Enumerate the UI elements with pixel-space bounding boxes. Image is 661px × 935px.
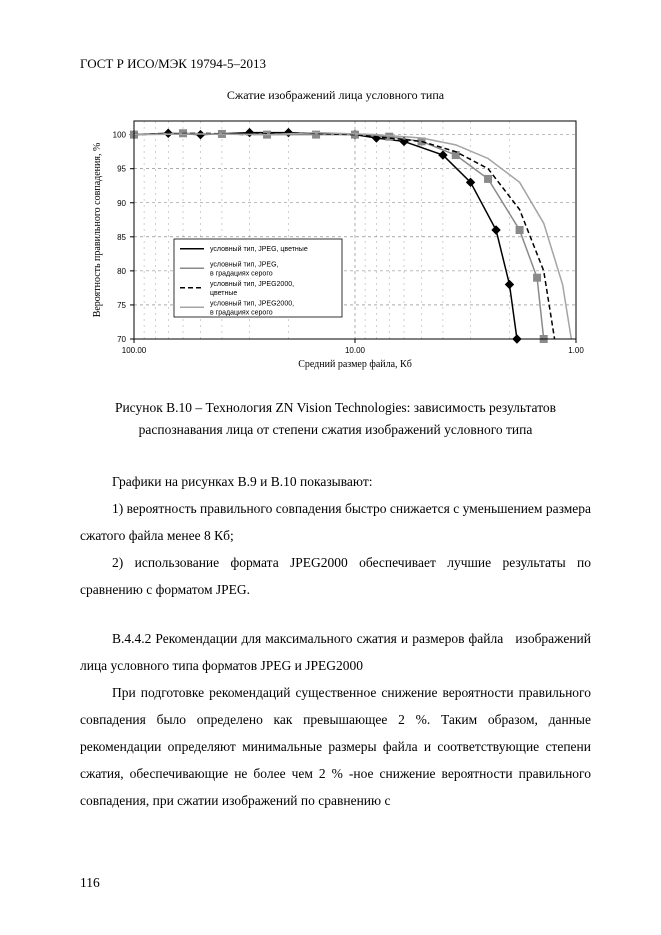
svg-text:10.00: 10.00 bbox=[344, 346, 365, 355]
svg-text:условный тип, JPEG,: условный тип, JPEG, bbox=[210, 260, 279, 268]
svg-text:Вероятность правильного совпад: Вероятность правильного совпадения, % bbox=[92, 143, 103, 318]
svg-text:условный тип, JPEG, цветные: условный тип, JPEG, цветные bbox=[210, 245, 308, 253]
para-1: Графики на рисунках В.9 и В.10 показываю… bbox=[80, 468, 591, 495]
svg-text:100.00: 100.00 bbox=[121, 346, 146, 355]
svg-text:75: 75 bbox=[117, 301, 126, 310]
figure-b10: Сжатие изображений лица условного типа 7… bbox=[86, 88, 586, 379]
para-5: При подготовке рекомендаций существенное… bbox=[80, 679, 591, 814]
svg-text:в градациях серого: в градациях серого bbox=[210, 270, 273, 277]
para-2: 1) вероятность правильного совпадения бы… bbox=[80, 495, 591, 549]
chart-title: Сжатие изображений лица условного типа bbox=[86, 88, 586, 103]
chart-svg: 70 75 80 85 90 95 100 100.00 10.00 1.00 Средний ра… bbox=[86, 109, 586, 379]
figure-caption: Рисунок В.10 – Технология ZN Vision Tech… bbox=[80, 397, 591, 440]
svg-text:70: 70 bbox=[117, 335, 126, 344]
svg-text:85: 85 bbox=[117, 233, 126, 242]
svg-text:1.00: 1.00 bbox=[568, 346, 584, 355]
para-4: В.4.4.2 Рекомендации для максимального с… bbox=[80, 625, 591, 679]
body-text: Графики на рисунках В.9 и В.10 показываю… bbox=[80, 468, 591, 814]
page-number: 116 bbox=[80, 875, 100, 891]
svg-text:80: 80 bbox=[117, 267, 126, 276]
para-3: 2) использование формата JPEG2000 обеспе… bbox=[80, 549, 591, 603]
svg-text:Средний размер файла, Кб: Средний размер файла, Кб bbox=[298, 359, 412, 370]
svg-text:100: 100 bbox=[112, 131, 126, 140]
svg-text:цветные: цветные bbox=[210, 290, 237, 297]
svg-text:90: 90 bbox=[117, 199, 126, 208]
document-header: ГОСТ Р ИСО/МЭК 19794-5–2013 bbox=[80, 56, 591, 72]
svg-text:условный тип, JPEG2000,: условный тип, JPEG2000, bbox=[210, 280, 294, 288]
svg-text:95: 95 bbox=[117, 165, 126, 174]
svg-text:в градациях серого: в градациях серого bbox=[210, 309, 273, 316]
svg-text:условный тип, JPEG2000,: условный тип, JPEG2000, bbox=[210, 299, 294, 307]
